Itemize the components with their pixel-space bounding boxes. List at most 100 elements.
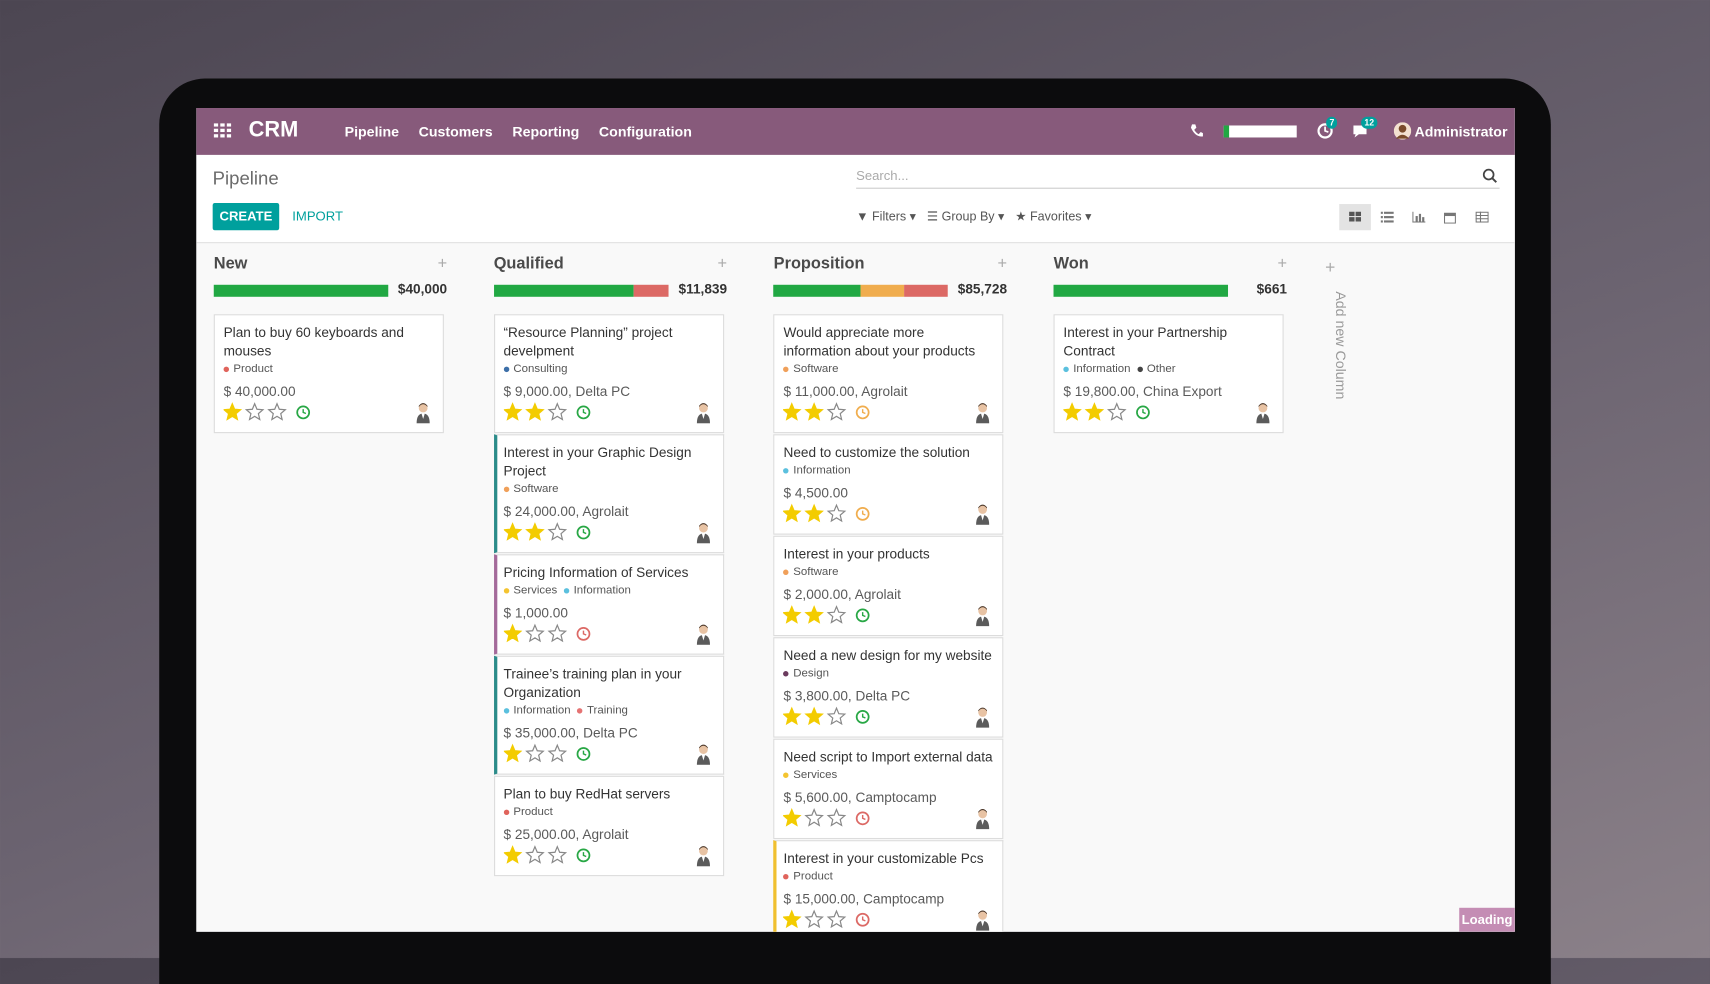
priority-star[interactable] xyxy=(827,402,847,421)
assignee-avatar[interactable] xyxy=(974,807,991,830)
menu-item[interactable]: Reporting xyxy=(512,123,580,140)
activity-status[interactable] xyxy=(856,405,870,420)
activity-status[interactable] xyxy=(296,405,311,420)
graph-view[interactable] xyxy=(1403,204,1435,230)
assignee-avatar[interactable] xyxy=(1254,402,1271,424)
activity-status[interactable] xyxy=(576,747,591,761)
priority-star[interactable] xyxy=(827,909,847,929)
progress-segment[interactable] xyxy=(904,284,949,297)
activity-status[interactable] xyxy=(576,525,591,540)
priority-stars[interactable] xyxy=(782,706,847,726)
activity-status[interactable] xyxy=(576,405,591,420)
kanban-view[interactable] xyxy=(1339,204,1371,231)
kanban-card[interactable]: Need a new design for my website Design $ … xyxy=(773,637,1004,738)
menu-item[interactable]: Configuration xyxy=(598,123,692,140)
priority-star[interactable] xyxy=(244,402,265,421)
priority-stars[interactable] xyxy=(1062,402,1127,421)
phone-icon[interactable] xyxy=(1189,122,1204,139)
priority-star[interactable] xyxy=(524,743,545,763)
priority-stars[interactable] xyxy=(782,808,847,827)
priority-star[interactable] xyxy=(804,706,825,726)
progress-segment[interactable] xyxy=(213,284,389,297)
user-avatar[interactable] xyxy=(1393,122,1412,140)
assignee-avatar[interactable] xyxy=(974,604,991,627)
activity-status[interactable] xyxy=(856,507,870,521)
assignee-avatar[interactable] xyxy=(694,522,711,544)
priority-star[interactable] xyxy=(502,623,523,643)
add-column[interactable]: + Add new Column xyxy=(1325,259,1349,400)
progress-segment[interactable] xyxy=(493,284,634,297)
priority-star[interactable] xyxy=(222,402,243,421)
filters-toggle[interactable]: ▼ Filters ▾ xyxy=(856,210,916,224)
menu-item[interactable]: Pipeline xyxy=(344,123,400,140)
assignee-avatar[interactable] xyxy=(414,402,431,424)
priority-stars[interactable] xyxy=(782,909,847,929)
priority-star[interactable] xyxy=(782,402,802,421)
activity-status[interactable] xyxy=(1136,405,1150,420)
priority-star[interactable] xyxy=(827,503,847,523)
quick-create[interactable]: + xyxy=(997,254,1008,273)
kanban-card[interactable]: Interest in your Partnership Contract Inf… xyxy=(1053,314,1284,434)
priority-stars[interactable] xyxy=(782,402,847,421)
calendar-view[interactable] xyxy=(1434,204,1466,230)
priority-star[interactable] xyxy=(827,706,847,726)
activity-status[interactable] xyxy=(576,627,591,641)
kanban-card[interactable]: Pricing Information of Services Services I… xyxy=(493,554,724,655)
kanban-card[interactable]: Interest in your customizable Pcs Product… xyxy=(773,840,1004,932)
assignee-avatar[interactable] xyxy=(974,402,991,424)
priority-star[interactable] xyxy=(1107,402,1127,421)
priority-star[interactable] xyxy=(547,845,567,864)
progress-segment[interactable] xyxy=(860,284,905,297)
priority-star[interactable] xyxy=(804,605,825,624)
activity-menu[interactable]: 7 xyxy=(1316,116,1338,145)
priority-star[interactable] xyxy=(804,808,825,827)
kanban-card[interactable]: Need to customize the solution Informatio… xyxy=(773,434,1004,535)
priority-star[interactable] xyxy=(782,605,802,624)
priority-star[interactable] xyxy=(502,743,523,763)
pivot-view[interactable] xyxy=(1466,204,1498,230)
priority-star[interactable] xyxy=(547,743,567,763)
list-view[interactable] xyxy=(1371,204,1403,230)
priority-stars[interactable] xyxy=(502,623,567,643)
priority-star[interactable] xyxy=(502,845,523,864)
priority-star[interactable] xyxy=(804,503,825,523)
assignee-avatar[interactable] xyxy=(694,623,711,645)
group-by-toggle[interactable]: ☰ Group By ▾ xyxy=(926,210,1005,224)
priority-stars[interactable] xyxy=(502,845,567,864)
kanban-card[interactable]: Plan to buy RedHat servers Product $ 25,00… xyxy=(493,775,724,877)
assignee-avatar[interactable] xyxy=(974,909,991,931)
priority-stars[interactable] xyxy=(502,402,567,421)
priority-star[interactable] xyxy=(782,706,802,726)
activity-status[interactable] xyxy=(576,848,591,863)
favorites-toggle[interactable]: ★ Favorites ▾ xyxy=(1015,210,1092,224)
progress-segment[interactable] xyxy=(773,284,861,297)
priority-stars[interactable] xyxy=(782,503,847,523)
activity-status[interactable] xyxy=(856,912,870,927)
kanban-card[interactable]: Plan to buy 60 keyboards and mouses Produ… xyxy=(213,314,444,434)
kanban-card[interactable]: Need script to Import external data Servi… xyxy=(773,738,1004,840)
priority-star[interactable] xyxy=(524,845,545,864)
search-icon[interactable] xyxy=(1482,168,1497,183)
quick-create[interactable]: + xyxy=(1277,254,1288,273)
app-name[interactable]: CRM xyxy=(248,117,299,142)
activity-status[interactable] xyxy=(856,608,870,623)
activity-status[interactable] xyxy=(856,709,870,724)
kanban-card[interactable]: Interest in your Graphic Design Project S… xyxy=(493,434,724,554)
priority-star[interactable] xyxy=(267,402,287,421)
priority-star[interactable] xyxy=(782,808,802,827)
messaging-menu[interactable]: 12 xyxy=(1351,116,1378,145)
progress-segment[interactable] xyxy=(633,284,669,297)
priority-star[interactable] xyxy=(547,522,567,541)
progress-segment[interactable] xyxy=(1053,284,1229,297)
assignee-avatar[interactable] xyxy=(694,845,711,867)
priority-star[interactable] xyxy=(827,808,847,827)
priority-stars[interactable] xyxy=(502,522,567,541)
priority-star[interactable] xyxy=(804,402,825,421)
apps-menu[interactable] xyxy=(213,123,232,138)
search-input[interactable]: Search... xyxy=(856,165,1500,189)
quick-create[interactable]: + xyxy=(717,254,728,273)
priority-star[interactable] xyxy=(782,909,802,929)
quick-create[interactable]: + xyxy=(437,254,448,273)
priority-stars[interactable] xyxy=(222,402,287,421)
priority-star[interactable] xyxy=(502,522,523,541)
